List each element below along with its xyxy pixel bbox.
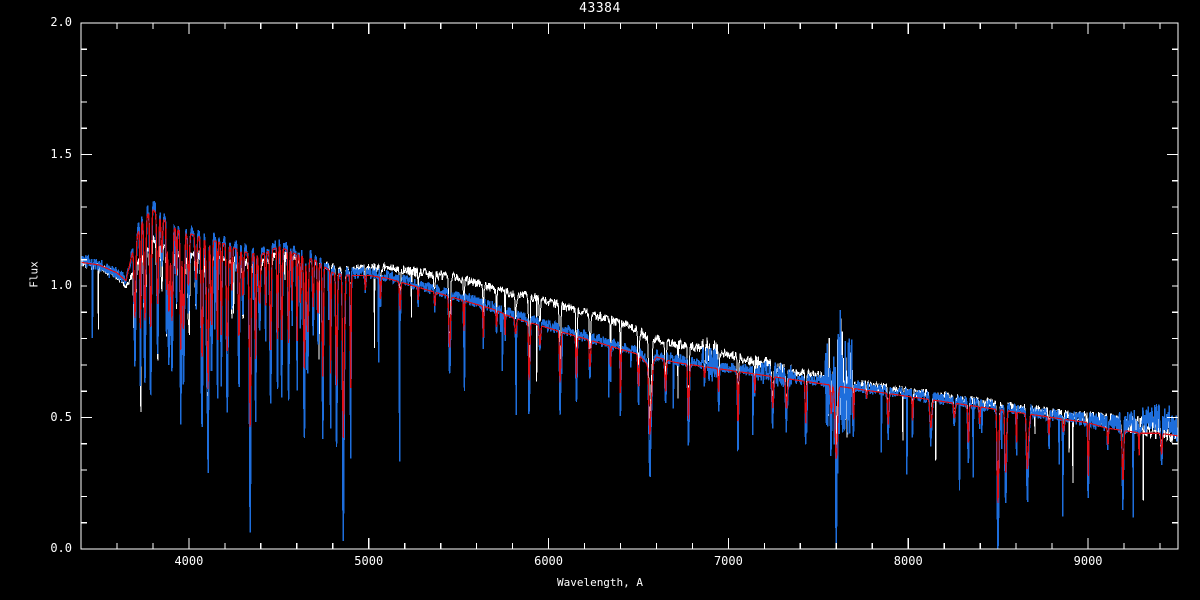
x-tick-label: 4000 bbox=[174, 554, 204, 568]
series-observed-white bbox=[81, 235, 1178, 523]
axis-ticks bbox=[80, 22, 1178, 550]
y-tick-label: 0.5 bbox=[50, 409, 72, 424]
y-tick-label: 2.0 bbox=[50, 15, 72, 29]
x-tick-label: 5000 bbox=[354, 554, 384, 568]
x-tick-label: 9000 bbox=[1073, 554, 1103, 568]
y-tick-label: 1.5 bbox=[50, 146, 72, 161]
x-tick-label: 7000 bbox=[713, 554, 743, 568]
x-tick-label: 6000 bbox=[534, 554, 564, 568]
y-tick-label: 1.0 bbox=[50, 278, 72, 292]
y-axis-label: Flux bbox=[27, 261, 41, 288]
x-axis-label: Wavelength, A bbox=[556, 576, 644, 589]
data-layer bbox=[81, 200, 1178, 549]
x-tick-label: 8000 bbox=[893, 554, 923, 568]
series-model-red bbox=[81, 209, 1178, 503]
y-tick-label: 0.0 bbox=[50, 541, 72, 555]
series-corrected-blue bbox=[81, 200, 1178, 549]
plot-frame bbox=[80, 22, 1179, 550]
page-title: 43384 bbox=[579, 1, 621, 16]
